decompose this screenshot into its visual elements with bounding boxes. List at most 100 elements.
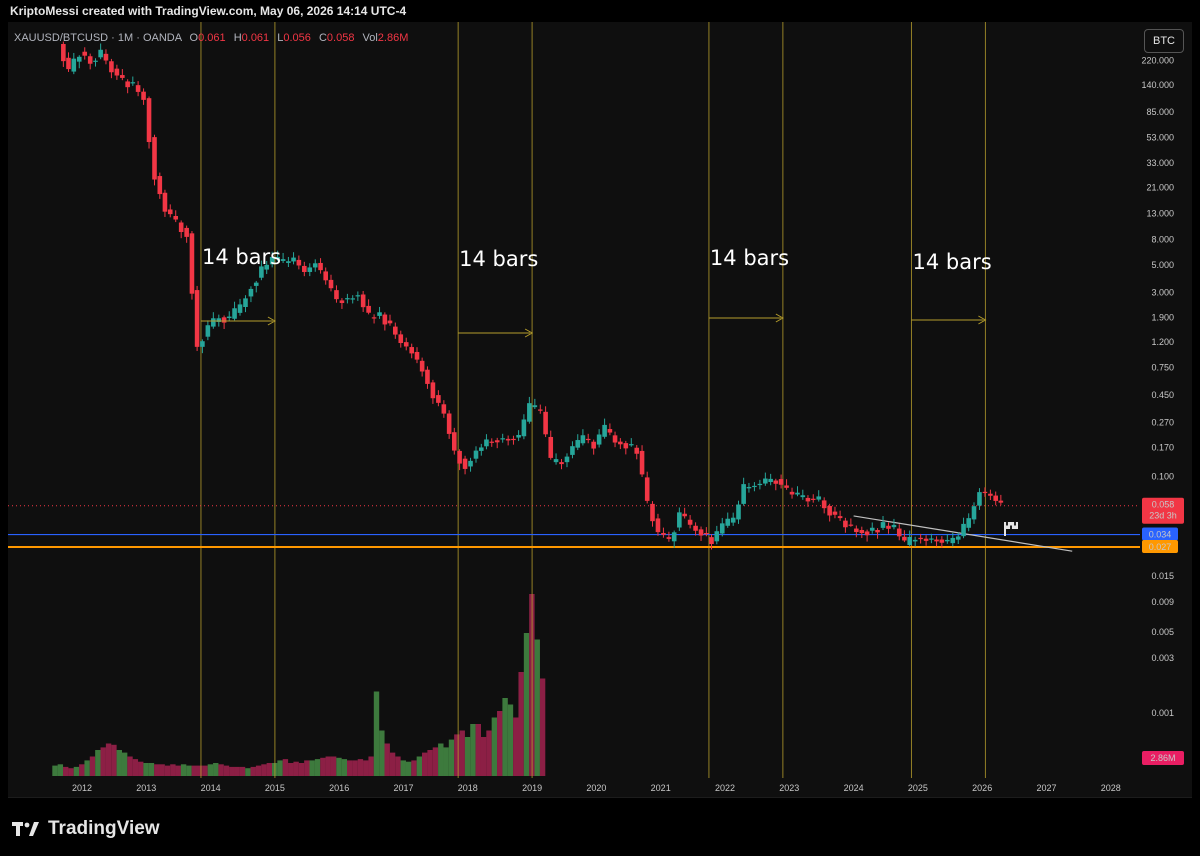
candle-body xyxy=(286,261,291,263)
candle-body xyxy=(178,222,184,233)
volume-bar xyxy=(422,752,428,776)
support-price-badge xyxy=(1142,540,1178,553)
candle-body xyxy=(559,462,564,465)
time-tick-label: 2016 xyxy=(329,783,349,793)
candle-body xyxy=(302,265,307,272)
candle-body xyxy=(82,51,88,56)
candle-body xyxy=(585,438,591,441)
candle-body xyxy=(832,511,838,515)
candle-body xyxy=(880,522,886,528)
legend-close: 0.058 xyxy=(326,32,355,44)
arrowhead-icon xyxy=(775,313,784,323)
time-tick-label: 2020 xyxy=(586,783,606,793)
volume-bar xyxy=(148,763,155,776)
volume-bar xyxy=(491,717,498,776)
volume-bar xyxy=(373,691,380,776)
candle-body xyxy=(419,360,425,372)
flag-check xyxy=(1006,522,1008,526)
candle-body xyxy=(929,538,934,540)
candle-body xyxy=(226,316,232,319)
candle-body xyxy=(719,523,725,534)
volume-bar xyxy=(325,756,331,776)
candle-body xyxy=(757,483,763,486)
volume-bar xyxy=(170,764,176,776)
legend-symbol[interactable]: XAUUSD/BTCUSD · 1M · OANDA xyxy=(14,32,182,44)
candle-body xyxy=(725,518,731,526)
candle-body xyxy=(682,513,687,517)
candle-body xyxy=(200,341,205,347)
candle-body xyxy=(821,500,827,509)
candle-body xyxy=(639,450,645,475)
tradingview-logo[interactable]: TradingView xyxy=(12,818,160,840)
candle-body xyxy=(768,478,773,482)
candle-body xyxy=(655,518,661,533)
candle-body xyxy=(623,443,629,449)
volume-bar xyxy=(314,759,321,776)
candle-body xyxy=(784,485,789,488)
candle-body xyxy=(468,460,473,467)
volume-bar xyxy=(518,672,524,776)
symbol-legend[interactable]: XAUUSD/BTCUSD · 1M · OANDA O0.061 H0.061… xyxy=(14,32,408,44)
volume-bar xyxy=(164,765,171,776)
candle-body xyxy=(173,215,179,220)
bars-count-label: 14 bars xyxy=(202,245,281,269)
volume-bar xyxy=(459,730,465,776)
volume-bar xyxy=(255,765,262,776)
volume-bar xyxy=(138,761,144,776)
candle-body xyxy=(269,256,275,265)
candle-body xyxy=(945,539,950,542)
candle-body xyxy=(950,537,956,544)
candle-body xyxy=(377,312,382,316)
candle-body xyxy=(763,478,768,484)
volume-bar xyxy=(223,765,230,776)
candle-body xyxy=(479,447,484,451)
candle-body xyxy=(451,432,457,451)
volume-bar xyxy=(63,766,69,776)
legend-low: 0.056 xyxy=(283,32,311,44)
volume-bar xyxy=(100,747,106,776)
price-tick-label: 53.000 xyxy=(1146,133,1174,143)
bottom-bar xyxy=(0,798,1200,856)
candle-body xyxy=(205,325,211,337)
chart-frame[interactable] xyxy=(8,22,1192,798)
candle-body xyxy=(543,411,548,435)
candle-body xyxy=(280,259,286,261)
volume-bar xyxy=(89,756,96,776)
volume-bar xyxy=(121,752,128,776)
price-tick-label: 0.005 xyxy=(1151,627,1174,637)
candle-body xyxy=(837,516,843,519)
candle-body xyxy=(516,434,521,438)
volume-bar xyxy=(218,764,224,776)
candle-body xyxy=(307,267,313,272)
volume-bar xyxy=(400,760,406,776)
candle-body xyxy=(977,492,982,506)
volume-bar xyxy=(330,756,337,776)
legend-vol: 2.86M xyxy=(377,32,409,44)
volume-bar xyxy=(111,744,117,776)
candle-body xyxy=(243,298,248,308)
price-tick-label: 21.000 xyxy=(1146,183,1174,193)
volume-bar xyxy=(497,711,503,776)
candle-body xyxy=(810,498,816,500)
price-tick-label: 13.000 xyxy=(1146,208,1174,218)
candle-body xyxy=(687,519,693,525)
volume-bar xyxy=(486,730,492,776)
candle-body xyxy=(827,506,832,516)
candle-body xyxy=(939,539,945,543)
candle-body xyxy=(612,435,618,443)
volume-bar xyxy=(368,756,374,776)
volume-bar xyxy=(395,756,401,776)
candle-body xyxy=(666,537,672,539)
candle-body xyxy=(923,538,929,541)
candle-body xyxy=(141,91,146,100)
candle-body xyxy=(157,176,163,195)
candle-body xyxy=(339,300,345,304)
candle-body xyxy=(805,497,811,502)
candle-body xyxy=(66,57,71,70)
candle-body xyxy=(500,438,505,440)
candle-body xyxy=(350,298,356,300)
volume-bar xyxy=(202,765,208,776)
currency-button[interactable]: BTC xyxy=(1144,29,1184,53)
candle-body xyxy=(125,81,130,88)
